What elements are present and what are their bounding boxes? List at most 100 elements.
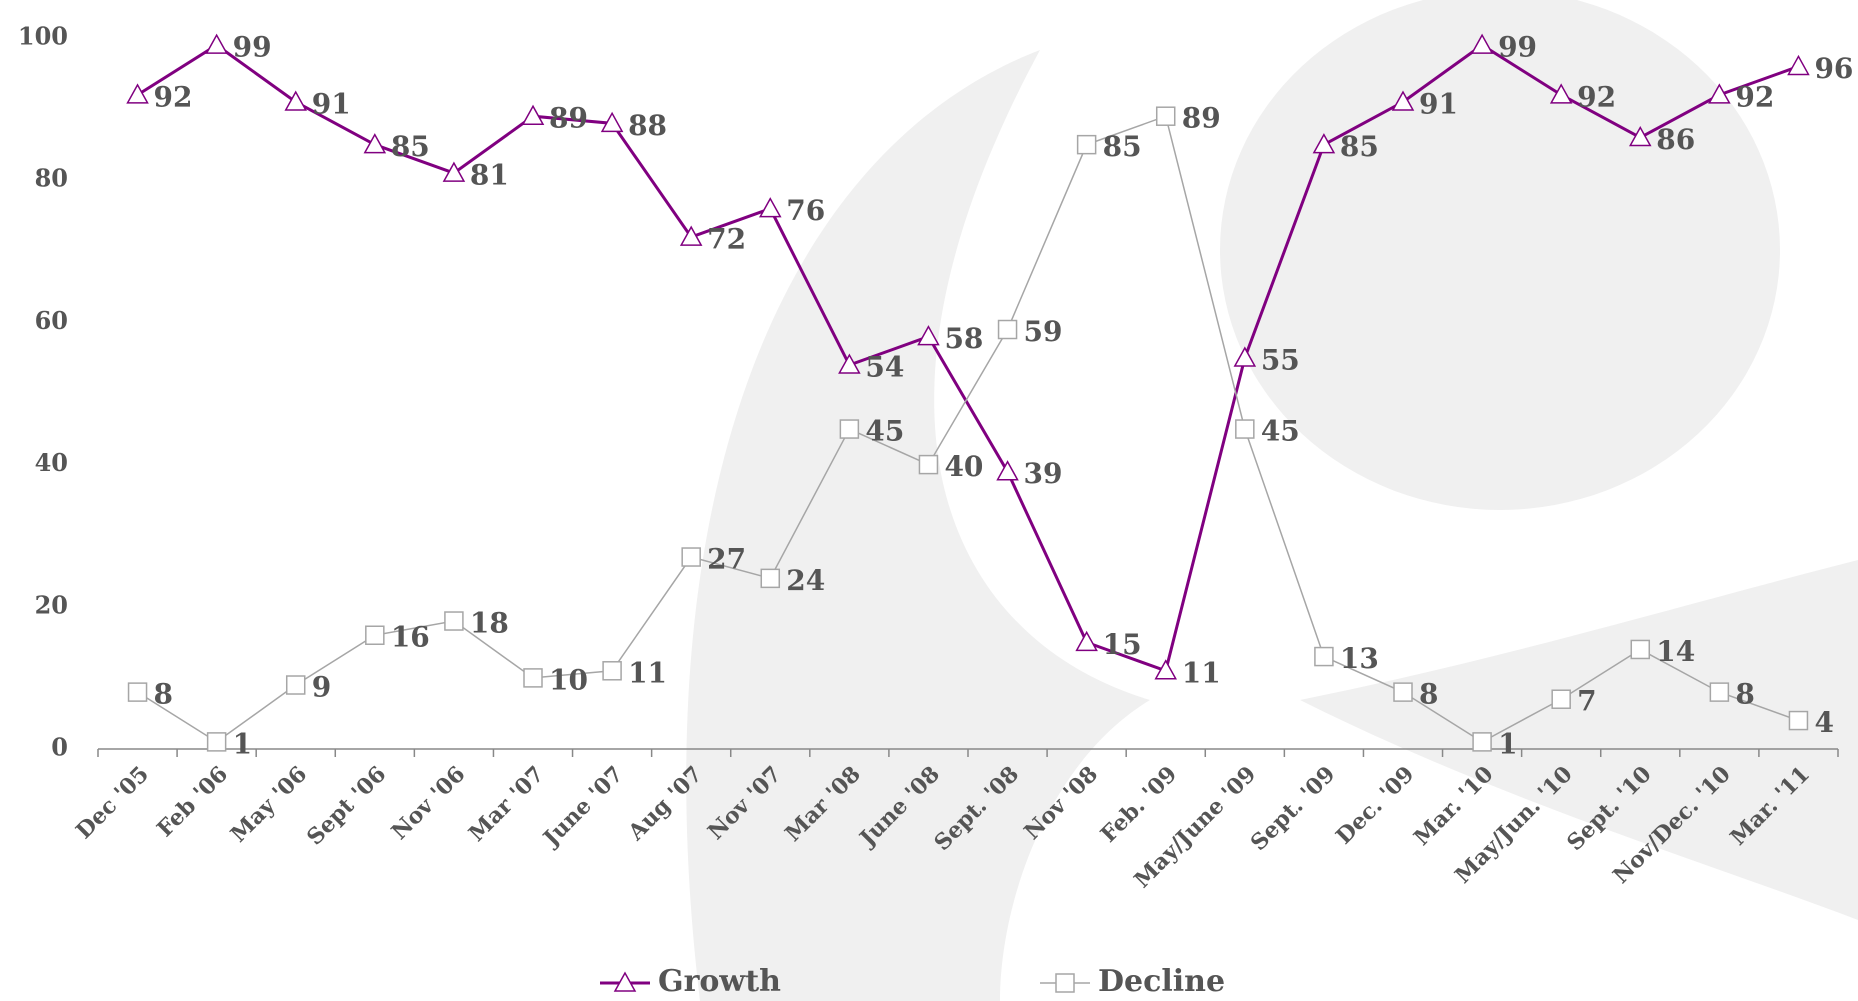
x-tick-label: Sept '06 [302,761,391,850]
marker [918,454,939,475]
marker [444,611,464,631]
data-label: 54 [865,351,904,384]
x-tick-label: Dec '05 [71,761,154,844]
data-label: 45 [1261,415,1300,448]
x-tick-label: Nov '06 [387,761,471,845]
data-label: 96 [1814,52,1853,85]
y-tick-label: 80 [35,164,68,193]
marker [1055,973,1075,993]
data-label: 91 [1419,87,1458,120]
x-tick-label: May '06 [226,761,313,848]
data-label: 8 [1419,678,1438,711]
data-label: 89 [549,102,588,135]
y-tick-label: 60 [35,306,68,335]
data-label: 58 [944,322,983,355]
marker [760,568,781,589]
data-label: 92 [1735,80,1774,113]
marker [206,732,227,752]
data-label: 7 [1577,685,1596,718]
data-label: 91 [312,87,351,120]
marker [1630,639,1651,660]
series: 92 99 91 85 81 89 88 72 76 54 58 39 15 11 55 85 91 99 92 86… [126,31,1853,689]
marker [1472,732,1492,752]
marker [1312,133,1336,154]
legend-label: Growth [658,964,781,999]
marker [284,90,308,111]
x-tick-label: June '07 [537,761,629,853]
marker [127,682,148,702]
data-label: 85 [1340,130,1379,163]
marker [1155,106,1176,126]
x-tick-label: Dec. '09 [1331,761,1419,849]
data-label: 76 [786,194,825,227]
data-label: 16 [391,621,430,654]
series-line [137,115,1799,743]
marker [205,33,228,54]
marker [1549,83,1573,104]
marker [1551,689,1571,709]
data-label: 85 [1103,130,1142,163]
legend-label: Decline [1098,964,1225,999]
marker [917,325,940,346]
data-label: 39 [1024,457,1063,490]
marker [363,133,387,154]
marker [758,197,782,218]
data-label: 1 [1498,727,1517,760]
data-label: 40 [944,450,983,483]
marker [838,353,861,374]
marker [613,971,637,992]
data-label: 1 [233,727,252,760]
marker [126,83,149,104]
marker [839,419,860,439]
marker [681,547,701,567]
x-tick-label: Mar '07 [464,761,550,847]
marker [1628,125,1652,147]
marker [1709,682,1730,702]
marker [365,625,385,645]
data-label: 55 [1261,343,1300,376]
marker [997,319,1018,340]
data-label: 15 [1103,628,1142,661]
data-label: 72 [707,223,746,256]
data-label: 24 [786,564,825,597]
marker [679,225,703,246]
series-line [136,43,1799,673]
data-label: 92 [1577,80,1616,113]
data-label: 13 [1340,642,1379,675]
data-label: 10 [549,663,588,696]
marker [1393,682,1413,702]
marker [1076,134,1097,155]
data-label: 27 [707,543,746,576]
y-tick-label: 20 [35,590,68,619]
y-tick-label: 40 [35,448,68,477]
data-label: 88 [628,109,667,142]
marker [521,104,545,125]
marker [602,661,622,681]
data-label: 11 [1182,656,1221,689]
data-label: 14 [1656,635,1695,668]
marker [1787,54,1810,76]
marker [1788,710,1809,731]
marker [1470,33,1494,54]
data-label: 81 [470,159,509,192]
data-label: 4 [1814,706,1833,739]
marker [1708,83,1731,104]
marker [442,161,466,182]
data-label: 99 [1498,31,1537,64]
data-label: 92 [154,80,193,113]
data-label: 59 [1024,315,1063,348]
y-tick-label: 100 [18,22,68,51]
data-label: 18 [470,607,509,640]
marker [1233,346,1257,367]
marker [523,668,543,688]
marker [1391,90,1415,111]
y-tick-label: 0 [51,733,68,762]
data-label: 9 [312,671,331,704]
marker [1235,419,1255,439]
marker [1075,630,1098,652]
data-label: 99 [233,31,272,64]
x-tick-label: Sept. '09 [1246,761,1341,856]
x-tick-label: Feb '06 [152,761,233,842]
